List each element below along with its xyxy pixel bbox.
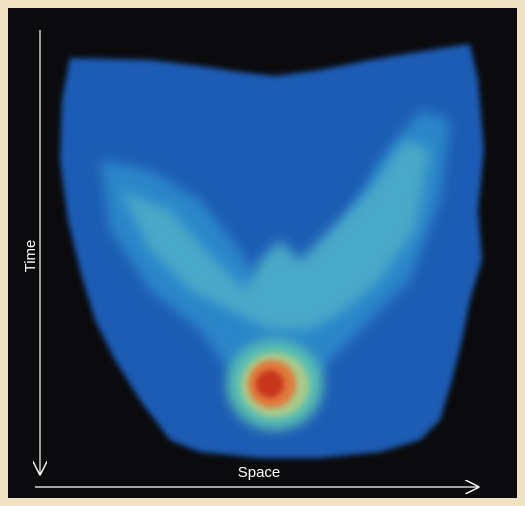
y-axis-label: Time: [22, 240, 39, 273]
x-axis-label: Space: [238, 464, 281, 481]
density-map: [60, 44, 484, 458]
